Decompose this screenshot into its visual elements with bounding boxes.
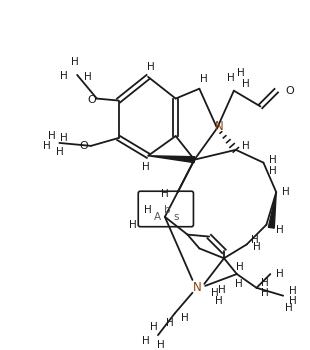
Text: H: H [227, 73, 235, 83]
Text: s: s [173, 212, 179, 222]
Text: O: O [87, 94, 96, 105]
Text: H: H [147, 62, 155, 72]
Text: H: H [251, 234, 259, 245]
Text: H: H [60, 71, 68, 81]
Text: H: H [242, 79, 250, 89]
Polygon shape [268, 192, 276, 228]
Text: H: H [276, 269, 284, 279]
Text: H: H [48, 131, 55, 141]
Text: b: b [163, 205, 170, 215]
Text: H: H [150, 322, 158, 332]
Text: H: H [43, 141, 51, 151]
Text: H: H [260, 288, 268, 298]
Text: O: O [79, 141, 88, 151]
Text: H: H [253, 243, 260, 252]
Text: H: H [157, 340, 165, 350]
Text: H: H [144, 205, 152, 215]
Text: H: H [269, 155, 277, 165]
Text: H: H [289, 296, 297, 306]
Text: H: H [236, 262, 244, 272]
Text: A: A [154, 212, 162, 222]
Polygon shape [148, 156, 195, 163]
Text: H: H [200, 74, 208, 84]
Text: H: H [142, 336, 150, 346]
Text: O: O [285, 86, 294, 96]
Text: H: H [84, 72, 92, 82]
Text: H: H [242, 141, 250, 151]
Text: H: H [276, 225, 284, 235]
Text: H: H [285, 302, 293, 313]
Text: H: H [166, 318, 174, 328]
Text: H: H [215, 296, 223, 306]
Text: H: H [130, 220, 137, 230]
Text: H: H [260, 278, 268, 288]
Text: H: H [235, 279, 243, 289]
Text: H: H [60, 133, 68, 143]
Text: H: H [269, 166, 277, 176]
Text: H: H [282, 187, 290, 197]
Text: H: H [181, 313, 188, 323]
Text: N: N [215, 120, 224, 133]
Text: H: H [161, 189, 169, 199]
Text: N: N [193, 281, 202, 294]
Text: H: H [142, 162, 150, 172]
Text: H: H [237, 68, 245, 78]
Text: H: H [211, 288, 219, 298]
Text: H: H [71, 57, 79, 67]
Text: H: H [56, 147, 64, 157]
Text: H: H [289, 286, 297, 296]
Text: H: H [218, 285, 226, 295]
